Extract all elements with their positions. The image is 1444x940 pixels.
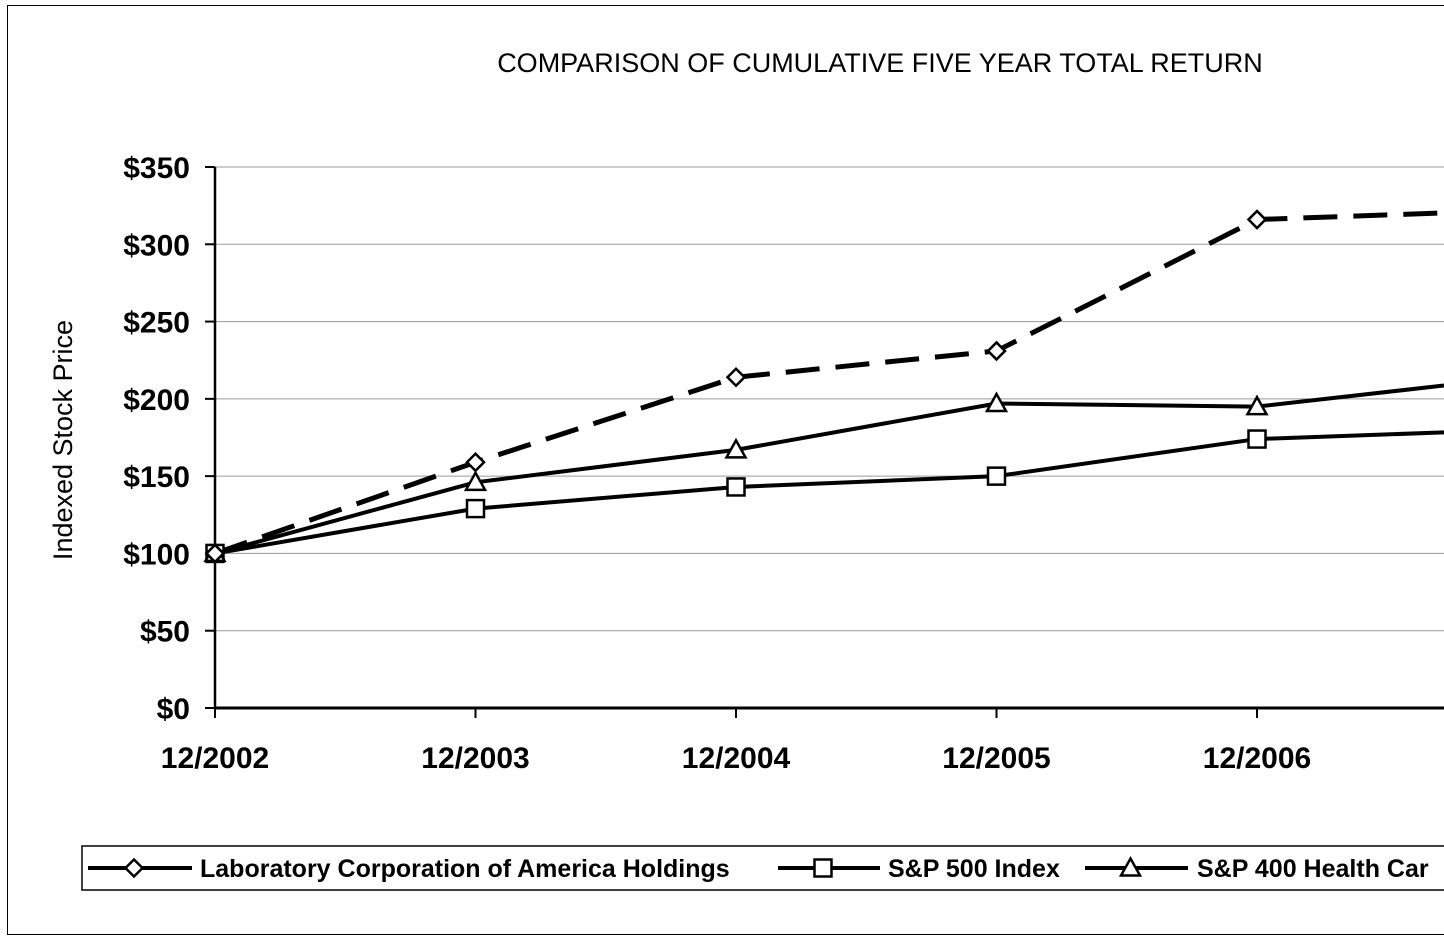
series-line [214,430,1444,556]
legend-box [81,845,1444,891]
x-tick-label: 12/2002 [161,742,269,775]
square-marker [465,498,486,519]
y-tick-label: $150 [123,461,190,494]
y-tick-label: $200 [123,384,190,417]
y-tick-label: $50 [140,616,190,649]
x-tick-labels: 12/2002 12/2003 12/2004 12/2005 12/2006 [161,742,1311,775]
legend-label: S&P 500 Index [888,855,1060,883]
y-tick-label: $100 [123,538,190,571]
legend-label: Laboratory Corporation of America Holdin… [200,855,730,883]
legend-triangle-marker [1118,855,1143,877]
y-tick-labels: $0 $50 $100 $150 $200 $250 $300 $350 [123,152,190,726]
diamond-marker [1246,209,1268,230]
legend-label: S&P 400 Health Car [1197,855,1429,883]
series-line [214,210,1444,556]
legend-diamond-marker [123,857,145,879]
x-tick-label: 12/2006 [1203,742,1311,775]
y-tick-label: $350 [123,152,190,185]
gridlines [215,166,1444,632]
diamond-marker [204,543,226,564]
legend-square-marker [813,858,833,878]
diamond-marker [465,451,486,473]
square-marker [726,477,746,497]
y-tick-label: $300 [123,229,190,262]
series-lines [203,209,1444,564]
legend: Laboratory Corporation of America Holdin… [81,845,1444,891]
diamond-marker [725,366,747,388]
diamond-marker [986,340,1007,362]
x-tick-label: 12/2004 [682,742,791,775]
axes [205,166,1444,718]
x-tick-label: 12/2005 [942,742,1050,775]
chart-title: COMPARISON OF CUMULATIVE FIVE YEAR TOTAL… [497,48,1263,78]
triangle-marker [724,437,748,459]
chart-frame [7,5,1444,935]
triangle-marker [984,391,1009,413]
x-tick-label: 12/2003 [421,742,529,775]
y-tick-label: $0 [157,693,190,726]
series-line [214,383,1444,556]
triangle-marker [463,470,488,492]
square-marker [986,466,1007,486]
triangle-marker [1245,394,1269,416]
y-axis-label: Indexed Stock Price [48,320,78,560]
y-tick-label: $250 [123,307,190,340]
square-marker [1247,429,1267,449]
